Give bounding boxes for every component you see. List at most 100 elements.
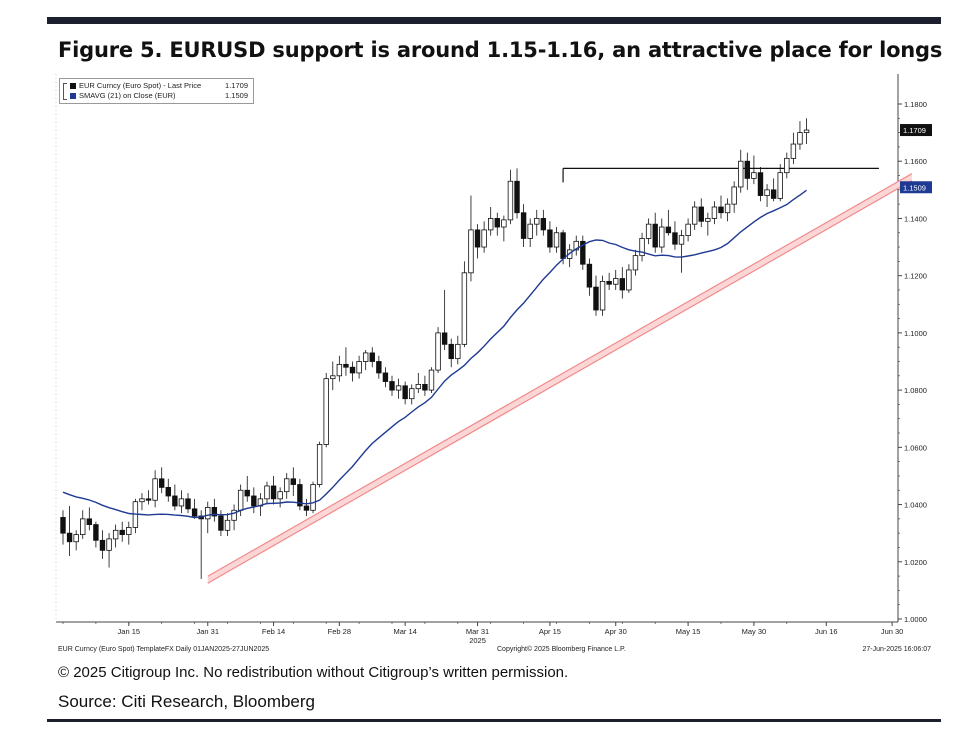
legend-item-sma: SMAVG (21) on Close (EUR) 1.1509 bbox=[70, 91, 250, 101]
candle-body bbox=[349, 366, 356, 374]
candle-body bbox=[237, 489, 244, 511]
y-tick-label: 1.0000 bbox=[904, 615, 927, 624]
candle bbox=[66, 505, 73, 557]
candle-body bbox=[540, 218, 547, 231]
copyright-note: © 2025 Citigroup Inc. No redistribution … bbox=[58, 664, 569, 681]
candle bbox=[803, 118, 810, 145]
candle-body bbox=[119, 529, 125, 535]
x-tick-label: Jun 30 bbox=[881, 627, 904, 636]
y-tick-label: 1.0800 bbox=[904, 386, 927, 395]
legend-bracket bbox=[63, 83, 67, 100]
candle bbox=[455, 335, 461, 365]
candle bbox=[613, 269, 619, 290]
candle-body bbox=[389, 381, 395, 391]
x-tick-label: Jan 15 bbox=[118, 627, 141, 636]
candle bbox=[573, 235, 579, 256]
candle-body bbox=[547, 229, 553, 248]
candle-body bbox=[330, 375, 336, 380]
candle-body bbox=[106, 538, 112, 551]
candle-body bbox=[553, 232, 560, 248]
candle bbox=[711, 201, 718, 225]
candle-body bbox=[80, 518, 86, 535]
legend-swatch-price bbox=[70, 83, 76, 90]
candle bbox=[580, 235, 586, 270]
candle bbox=[744, 152, 751, 190]
sma-value-tag-box bbox=[900, 181, 932, 194]
candle bbox=[382, 367, 389, 388]
x-tick-label: May 30 bbox=[742, 627, 767, 636]
candle-body bbox=[632, 255, 639, 271]
candle-body bbox=[599, 280, 606, 311]
candle bbox=[264, 481, 270, 505]
candle-body bbox=[297, 484, 303, 507]
y-tick-label: 1.1800 bbox=[904, 100, 927, 109]
candle bbox=[593, 275, 599, 316]
candle bbox=[185, 493, 191, 514]
candle-body bbox=[764, 189, 770, 196]
candle-body bbox=[158, 478, 165, 488]
candle-body bbox=[639, 238, 645, 257]
candle bbox=[751, 155, 757, 185]
y-tick-label: 1.1000 bbox=[904, 329, 927, 338]
candle bbox=[165, 478, 171, 502]
legend-label-price: EUR Curncy (Euro Spot) - Last Price bbox=[79, 81, 202, 90]
x-tick-label: Jun 16 bbox=[815, 627, 838, 636]
candle-body bbox=[652, 223, 658, 248]
candle-body bbox=[165, 486, 171, 497]
candle-body bbox=[86, 518, 93, 525]
candle bbox=[93, 521, 99, 548]
x-tick-label: Apr 15 bbox=[539, 627, 561, 636]
candle bbox=[409, 384, 415, 405]
x-tick-label: Jan 31 bbox=[196, 627, 219, 636]
legend-label-sma: SMAVG (21) on Close (EUR) bbox=[79, 91, 176, 100]
candle bbox=[172, 484, 178, 511]
legend-value-sma: 1.1509 bbox=[225, 91, 248, 100]
candle-body bbox=[698, 206, 704, 222]
candle-body bbox=[93, 524, 99, 541]
candle bbox=[731, 181, 737, 213]
candle-body bbox=[573, 240, 579, 251]
candle-body bbox=[481, 229, 487, 248]
candle-body bbox=[507, 180, 514, 221]
candle bbox=[158, 467, 165, 494]
candle-body bbox=[290, 478, 296, 485]
last-price-tag-box bbox=[900, 124, 932, 137]
candle bbox=[106, 533, 112, 568]
candle-body bbox=[626, 269, 632, 291]
candle-body bbox=[645, 223, 652, 239]
candle-body bbox=[112, 529, 119, 540]
x-tick-label: Feb 28 bbox=[328, 627, 351, 636]
candle bbox=[198, 510, 204, 579]
candle bbox=[659, 218, 665, 253]
x-year-label: 2025 bbox=[469, 636, 486, 645]
candle bbox=[639, 232, 645, 262]
candle-body bbox=[738, 160, 744, 188]
sma-21-line bbox=[62, 189, 807, 519]
candle bbox=[777, 164, 783, 202]
candle-body bbox=[316, 444, 323, 485]
candle bbox=[244, 475, 250, 502]
candle bbox=[534, 209, 540, 236]
candle-body bbox=[619, 278, 625, 291]
candle-body bbox=[343, 363, 349, 368]
candle-body bbox=[428, 369, 435, 391]
candle-body bbox=[593, 286, 599, 311]
candle bbox=[224, 513, 231, 537]
candle bbox=[797, 121, 803, 150]
candle-body bbox=[586, 263, 593, 288]
legend-swatch-sma bbox=[70, 93, 76, 100]
trend-channel-lower bbox=[207, 180, 913, 584]
candle-body bbox=[435, 332, 441, 371]
candle bbox=[441, 289, 448, 351]
candle bbox=[191, 498, 198, 519]
y-tick-label: 1.0600 bbox=[904, 443, 927, 452]
candle bbox=[126, 521, 132, 545]
trend-channel-upper bbox=[207, 173, 913, 577]
candle-body bbox=[382, 372, 389, 382]
candle bbox=[73, 530, 79, 551]
sma-line bbox=[62, 189, 807, 519]
candle bbox=[284, 473, 290, 499]
candlestick-series bbox=[60, 118, 810, 579]
candle-body bbox=[205, 507, 211, 520]
candle-body bbox=[191, 508, 198, 517]
